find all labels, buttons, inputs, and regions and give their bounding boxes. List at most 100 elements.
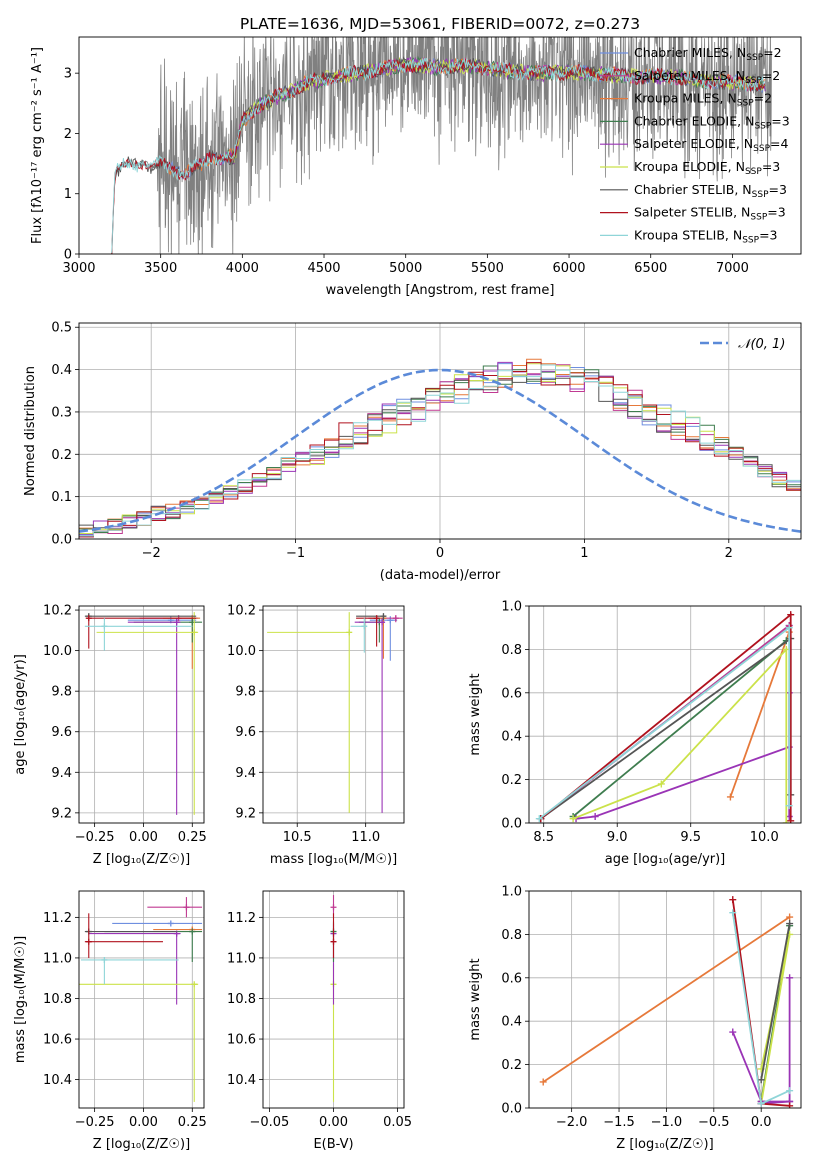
data-point — [392, 615, 399, 622]
x-tick-label: 5500 — [471, 261, 504, 276]
x-axis-label: Z [log₁₀(Z/Z☉)] — [93, 852, 190, 867]
x-axis-label: mass [log₁₀(M/M☉)] — [270, 852, 397, 867]
y-tick-label: 1 — [64, 187, 72, 202]
y-tick-label: 10.2 — [227, 604, 256, 619]
x-tick-label: 10.5 — [283, 830, 312, 845]
weight_vs_age-axes-frame — [528, 605, 802, 824]
data-point — [85, 615, 92, 622]
mass_vs_Z-axes: −0.25 0.00 0.25 10.4 10.6 10.8 11.0 11.2 — [43, 891, 207, 1130]
y-tick-label: 0.4 — [501, 730, 522, 745]
x-tick-label: 4500 — [307, 261, 340, 276]
residuals-axes: −2 −1 0 1 2 0.0 0.1 0.2 0.3 0.4 0.5 — [51, 321, 801, 561]
model-line-kroupa_stelib — [111, 57, 765, 253]
y-tick-label: 11.2 — [227, 911, 256, 926]
data-point — [167, 920, 174, 927]
x-tick-label: 7000 — [716, 261, 749, 276]
series-line-salpeter_elodie — [575, 692, 791, 820]
x-tick-label: −1 — [286, 546, 305, 561]
y-axis-label: Normed distribution — [23, 366, 38, 496]
spectrum-axes-frame — [78, 36, 802, 255]
legend-label: Salpeter ELODIE, NSSP=4 — [634, 136, 789, 154]
x-tick-label: −0.25 — [75, 830, 115, 845]
y-tick-label: 10.6 — [43, 1033, 72, 1048]
x-tick-label: 0.05 — [383, 1115, 412, 1130]
y-axis-label: mass weight — [468, 958, 483, 1040]
age_vs_Z-points — [84, 612, 203, 815]
data-point — [101, 956, 108, 963]
series-marker — [726, 793, 734, 801]
x-axis-label: Z [log₁₀(Z/Z☉)] — [93, 1137, 190, 1152]
x-tick-label: 8.5 — [533, 830, 554, 845]
y-tick-label: 10.4 — [43, 1073, 72, 1088]
data-point — [379, 619, 386, 626]
x-tick-label: 6500 — [634, 261, 667, 276]
data-point — [189, 928, 196, 935]
series-marker — [729, 909, 737, 917]
y-tick-label: 0 — [64, 248, 72, 263]
data-point — [380, 613, 387, 620]
legend-label: Salpeter STELIB, NSSP=3 — [634, 205, 786, 223]
y-tick-label: 0.6 — [501, 686, 522, 701]
figure-title: PLATE=1636, MJD=53061, FIBERID=0072, z=0… — [240, 15, 640, 33]
data-point — [173, 619, 180, 626]
x-tick-label: 4000 — [226, 261, 259, 276]
y-axis-label: age [log₁₀(age/yr)] — [13, 654, 28, 775]
series-marker — [729, 896, 737, 904]
series-marker — [539, 1078, 547, 1086]
mass_vs_Z-axes-frame — [78, 890, 205, 1109]
model-line-salpeter_stelib — [111, 59, 765, 254]
legend-label: Chabrier MILES, NSSP=2 — [634, 45, 782, 63]
x-tick-label: −0.05 — [249, 1115, 289, 1130]
y-tick-label: 10.6 — [227, 1033, 256, 1048]
y-tick-label: 11.0 — [227, 951, 256, 966]
x-tick-label: 5000 — [389, 261, 422, 276]
x-tick-label: −1.5 — [603, 1115, 635, 1130]
x-tick-label: −2 — [142, 546, 161, 561]
legend-label: Chabrier ELODIE, NSSP=3 — [634, 113, 790, 131]
series-marker — [729, 1028, 737, 1036]
series-marker — [657, 780, 665, 788]
x-tick-label: 3500 — [144, 261, 177, 276]
x-axis-label: Z [log₁₀(Z/Z☉)] — [616, 1137, 713, 1152]
y-tick-label: 10.8 — [227, 992, 256, 1007]
y-tick-label: 0.4 — [501, 1015, 522, 1030]
series-marker — [787, 611, 795, 619]
legend-label: 𝒩(0, 1) — [738, 337, 785, 352]
series-line-chabrier_elodie — [572, 640, 787, 818]
series-marker — [785, 802, 793, 810]
y-tick-label: 10.2 — [43, 604, 72, 619]
mass_vs_ebv-axes: −0.05 0.00 0.05 10.4 10.6 10.8 11.0 11.2 — [227, 891, 412, 1130]
x-tick-label: 0.00 — [129, 830, 158, 845]
series-line-kroupa_stelib — [538, 625, 791, 820]
x-tick-label: 11.0 — [351, 830, 380, 845]
y-tick-label: 0.1 — [51, 490, 72, 505]
series-marker — [591, 812, 599, 820]
y-axis-label: mass weight — [468, 673, 483, 755]
mass_vs_ebv-points — [330, 895, 337, 1102]
data-point — [101, 623, 108, 630]
y-tick-label: 9.4 — [51, 766, 72, 781]
series-marker — [569, 815, 577, 823]
y-tick-label: 10.4 — [227, 1073, 256, 1088]
legend-label: Kroupa STELIB, NSSP=3 — [634, 227, 778, 245]
x-tick-label: 1 — [580, 546, 588, 561]
y-tick-label: 11.2 — [43, 911, 72, 926]
y-tick-label: 0.0 — [501, 817, 522, 832]
data-point — [373, 615, 380, 622]
y-axis-label: Flux [fλ10⁻¹⁷ erg cm⁻² s⁻¹ A⁻¹] — [30, 47, 45, 244]
y-tick-label: 0.3 — [51, 405, 72, 420]
weight_vs_Z-axes-frame — [528, 890, 802, 1109]
data-point — [191, 981, 198, 988]
y-tick-label: 0.8 — [501, 643, 522, 658]
age_vs_Z-axes-frame — [78, 605, 205, 824]
spectrum-legend: Chabrier MILES, NSSP=2 Salpeter MILES, NS… — [600, 45, 790, 245]
weight_vs_Z-series — [539, 896, 794, 1108]
x-tick-label: 9.5 — [680, 830, 701, 845]
legend-label: Kroupa MILES, NSSP=2 — [634, 91, 772, 109]
weight_vs_age-series — [535, 611, 795, 823]
x-tick-label: 10.0 — [750, 830, 779, 845]
y-axis-label: mass [log₁₀(M/M☉)] — [13, 936, 28, 1063]
x-axis-label: age [log₁₀(age/yr)] — [605, 852, 726, 867]
series-line-chabrier_stelib — [760, 923, 791, 1080]
